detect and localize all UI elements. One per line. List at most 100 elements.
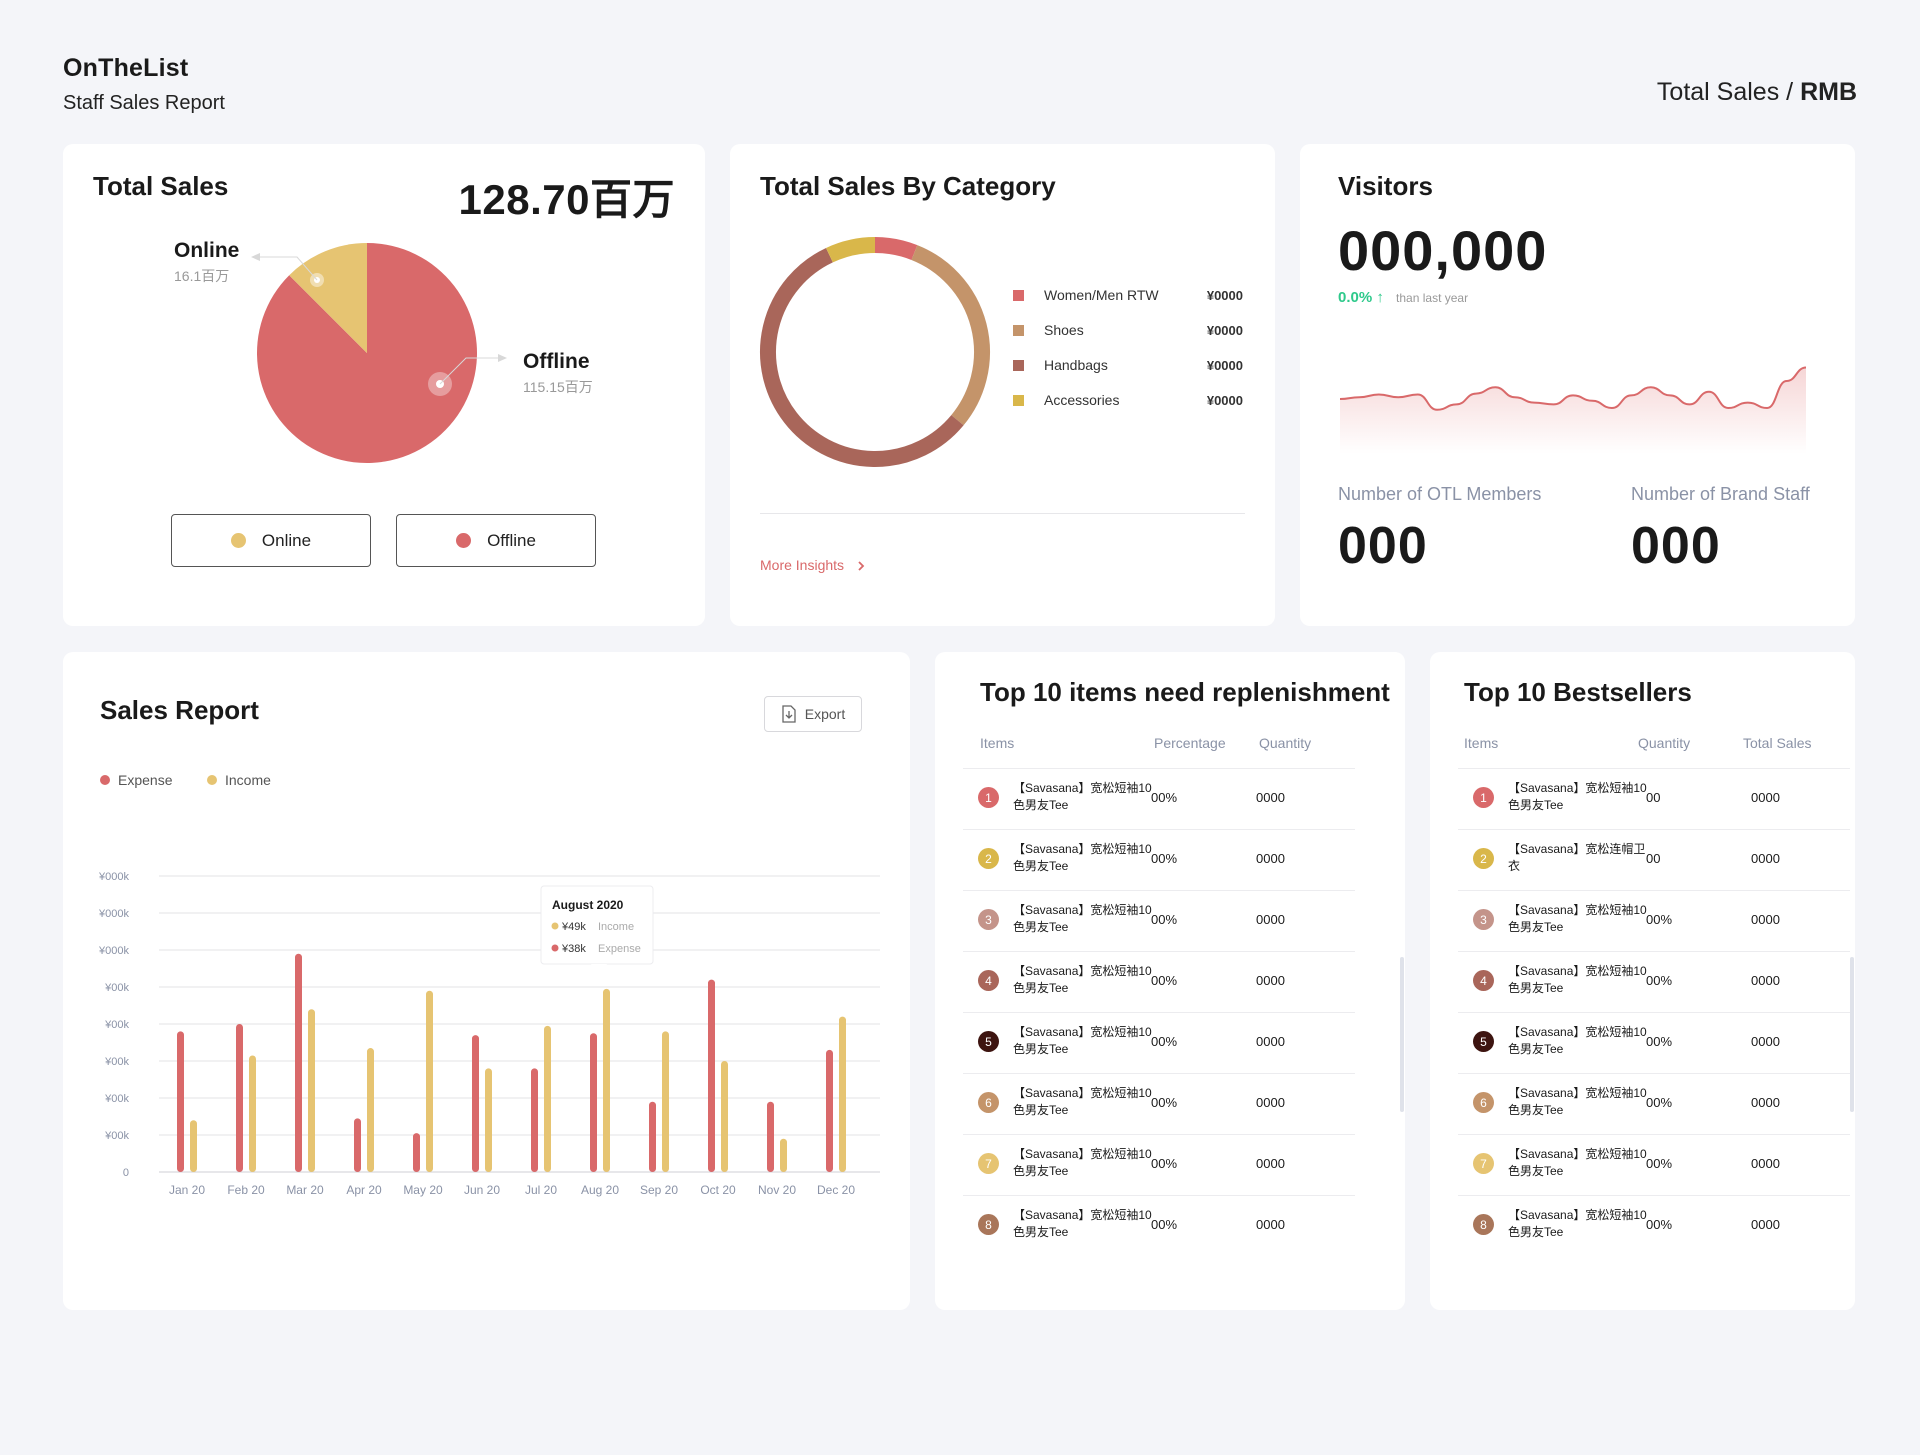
category-value: ¥0000	[1206, 287, 1243, 303]
table-row[interactable]: 4 【Savasana】宽松短袖10色男友Tee 00% 0000	[963, 951, 1355, 1012]
table-row[interactable]: 7 【Savasana】宽松短袖10色男友Tee 00% 0000	[1458, 1134, 1850, 1195]
table-row[interactable]: 5 【Savasana】宽松短袖10色男友Tee 00% 0000	[963, 1012, 1355, 1073]
total-sales-cell: 0000	[1751, 1217, 1780, 1232]
visitors-sparkline	[1340, 366, 1807, 454]
export-button[interactable]: Export	[764, 696, 862, 732]
expense-bar[interactable]	[590, 1033, 597, 1172]
offline-label: Offline	[523, 350, 590, 373]
donut-segment[interactable]	[826, 237, 876, 263]
total-sales-amount: 128.70百万	[458, 176, 675, 223]
item-name: 【Savasana】宽松短袖10色男友Tee	[1508, 1147, 1647, 1178]
category-sales-card: Total Sales By Category Women/Men RTW ¥0…	[730, 144, 1275, 626]
expense-bar[interactable]	[472, 1035, 479, 1172]
income-bar[interactable]	[544, 1025, 551, 1172]
currency-unit: Total Sales / RMB	[1657, 78, 1857, 107]
brand-staff-value: 000	[1631, 517, 1721, 575]
pie-slice-offline[interactable]	[256, 243, 477, 463]
table-row[interactable]: 3 【Savasana】宽松短袖10色男友Tee 00% 0000	[1458, 890, 1850, 951]
percentage-cell: 00%	[1151, 912, 1178, 927]
category-swatch-icon	[1013, 289, 1024, 301]
income-bar[interactable]	[367, 1048, 374, 1172]
table-row[interactable]: 1 【Savasana】宽松短袖10色男友Tee 00 0000	[1458, 768, 1850, 829]
donut-segment[interactable]	[874, 237, 918, 261]
rank-badge: 4	[1473, 970, 1494, 991]
brand-staff-label: Number of Brand Staff	[1631, 484, 1810, 504]
income-bar[interactable]	[190, 1120, 197, 1172]
income-bar[interactable]	[308, 1009, 315, 1172]
expense-bar[interactable]	[295, 953, 302, 1172]
table-row[interactable]: 1 【Savasana】宽松短袖10色男友Tee 00% 0000	[963, 768, 1355, 829]
quantity-cell: 0000	[1256, 1156, 1285, 1171]
income-bar[interactable]	[249, 1055, 256, 1172]
table-row[interactable]: 8 【Savasana】宽松短袖10色男友Tee 00% 0000	[1458, 1195, 1850, 1256]
table-row[interactable]: 4 【Savasana】宽松短袖10色男友Tee 00% 0000	[1458, 951, 1850, 1012]
offline-legend-button[interactable]: Offline	[396, 514, 596, 567]
rank-badge: 6	[1473, 1092, 1494, 1113]
sales-bar-chart: 0 ¥00k ¥00k ¥00k ¥00k ¥00k ¥000k ¥000k ¥000k Jan …	[98, 872, 880, 1197]
sales-report-title: Sales Report	[100, 695, 259, 725]
income-bar[interactable]	[426, 990, 433, 1172]
quantity-cell: 0000	[1256, 790, 1285, 805]
income-bar[interactable]	[662, 1031, 669, 1172]
table-row[interactable]: 2 【Savasana】宽松连帽卫衣 00 0000	[1458, 829, 1850, 890]
donut-segment[interactable]	[911, 245, 990, 426]
table-row[interactable]: 3 【Savasana】宽松短袖10色男友Tee 00% 0000	[963, 890, 1355, 951]
table-row[interactable]: 6 【Savasana】宽松短袖10色男友Tee 00% 0000	[963, 1073, 1355, 1134]
column-header-percentage: Percentage	[1154, 735, 1226, 751]
expense-bar[interactable]	[413, 1133, 420, 1172]
scrollbar[interactable]	[1400, 957, 1404, 1112]
total-sales-title: Total Sales	[93, 171, 229, 201]
income-bar[interactable]	[603, 988, 610, 1172]
tooltip-income-label: Income	[598, 921, 634, 933]
expense-bar[interactable]	[354, 1118, 361, 1172]
scrollbar[interactable]	[1850, 957, 1854, 1112]
total-sales-card: Total Sales 128.70百万 Online 16.1百万 Offli…	[63, 144, 705, 626]
y-tick-label: ¥00k	[104, 1019, 129, 1031]
more-insights-link[interactable]: More Insights	[760, 557, 866, 573]
income-bar[interactable]	[485, 1068, 492, 1172]
expense-bar[interactable]	[531, 1068, 538, 1172]
item-name: 【Savasana】宽松短袖10色男友Tee	[1013, 1147, 1152, 1178]
sales-report-card: Sales Report Export Expense Income 0 ¥00k…	[63, 652, 910, 1310]
table-row[interactable]: 6 【Savasana】宽松短袖10色男友Tee 00% 0000	[1458, 1073, 1850, 1134]
rank-badge: 5	[1473, 1031, 1494, 1052]
online-leader-line	[258, 256, 318, 281]
quantity-cell: 00%	[1646, 912, 1673, 927]
table-row[interactable]: 5 【Savasana】宽松短袖10色男友Tee 00% 0000	[1458, 1012, 1850, 1073]
expense-bar[interactable]	[826, 1049, 833, 1172]
expense-bar[interactable]	[649, 1101, 656, 1172]
rank-badge: 6	[978, 1092, 999, 1113]
category-name: Handbags	[1044, 357, 1108, 373]
table-row[interactable]: 2 【Savasana】宽松短袖10色男友Tee 00% 0000	[963, 829, 1355, 890]
quantity-cell: 0000	[1256, 851, 1285, 866]
table-row[interactable]: 8 【Savasana】宽松短袖10色男友Tee 00% 0000	[963, 1195, 1355, 1256]
expense-bar[interactable]	[767, 1101, 774, 1172]
sales-pie-chart	[251, 243, 507, 463]
online-label: Online	[174, 239, 240, 262]
growth-label: than last year	[1396, 291, 1469, 305]
percentage-cell: 00%	[1151, 1217, 1178, 1232]
quantity-cell: 0000	[1256, 1034, 1285, 1049]
expense-bar[interactable]	[708, 979, 715, 1172]
column-header-total-sales: Total Sales	[1743, 735, 1812, 751]
income-legend-label: Income	[225, 772, 271, 788]
category-name: Accessories	[1044, 392, 1120, 408]
donut-segment[interactable]	[760, 247, 964, 467]
total-sales-cell: 0000	[1751, 912, 1780, 927]
offline-leader-line	[439, 357, 500, 385]
category-row: Accessories ¥0000	[1013, 392, 1243, 408]
table-row[interactable]: 7 【Savasana】宽松短袖10色男友Tee 00% 0000	[963, 1134, 1355, 1195]
expense-bar[interactable]	[236, 1024, 243, 1172]
income-bar[interactable]	[780, 1138, 787, 1172]
category-name: Women/Men RTW	[1044, 287, 1159, 303]
tooltip-pointer	[591, 964, 607, 972]
income-bar[interactable]	[839, 1016, 846, 1172]
item-name: 【Savasana】宽松短袖10色男友Tee	[1508, 964, 1647, 995]
replenishment-title: Top 10 items need replenishment	[980, 677, 1390, 707]
online-legend-button[interactable]: Online	[171, 514, 371, 567]
column-header-quantity: Quantity	[1638, 735, 1691, 751]
export-label: Export	[804, 706, 846, 722]
expense-bar[interactable]	[177, 1031, 184, 1172]
quantity-cell: 00%	[1646, 1034, 1673, 1049]
income-bar[interactable]	[721, 1061, 728, 1172]
